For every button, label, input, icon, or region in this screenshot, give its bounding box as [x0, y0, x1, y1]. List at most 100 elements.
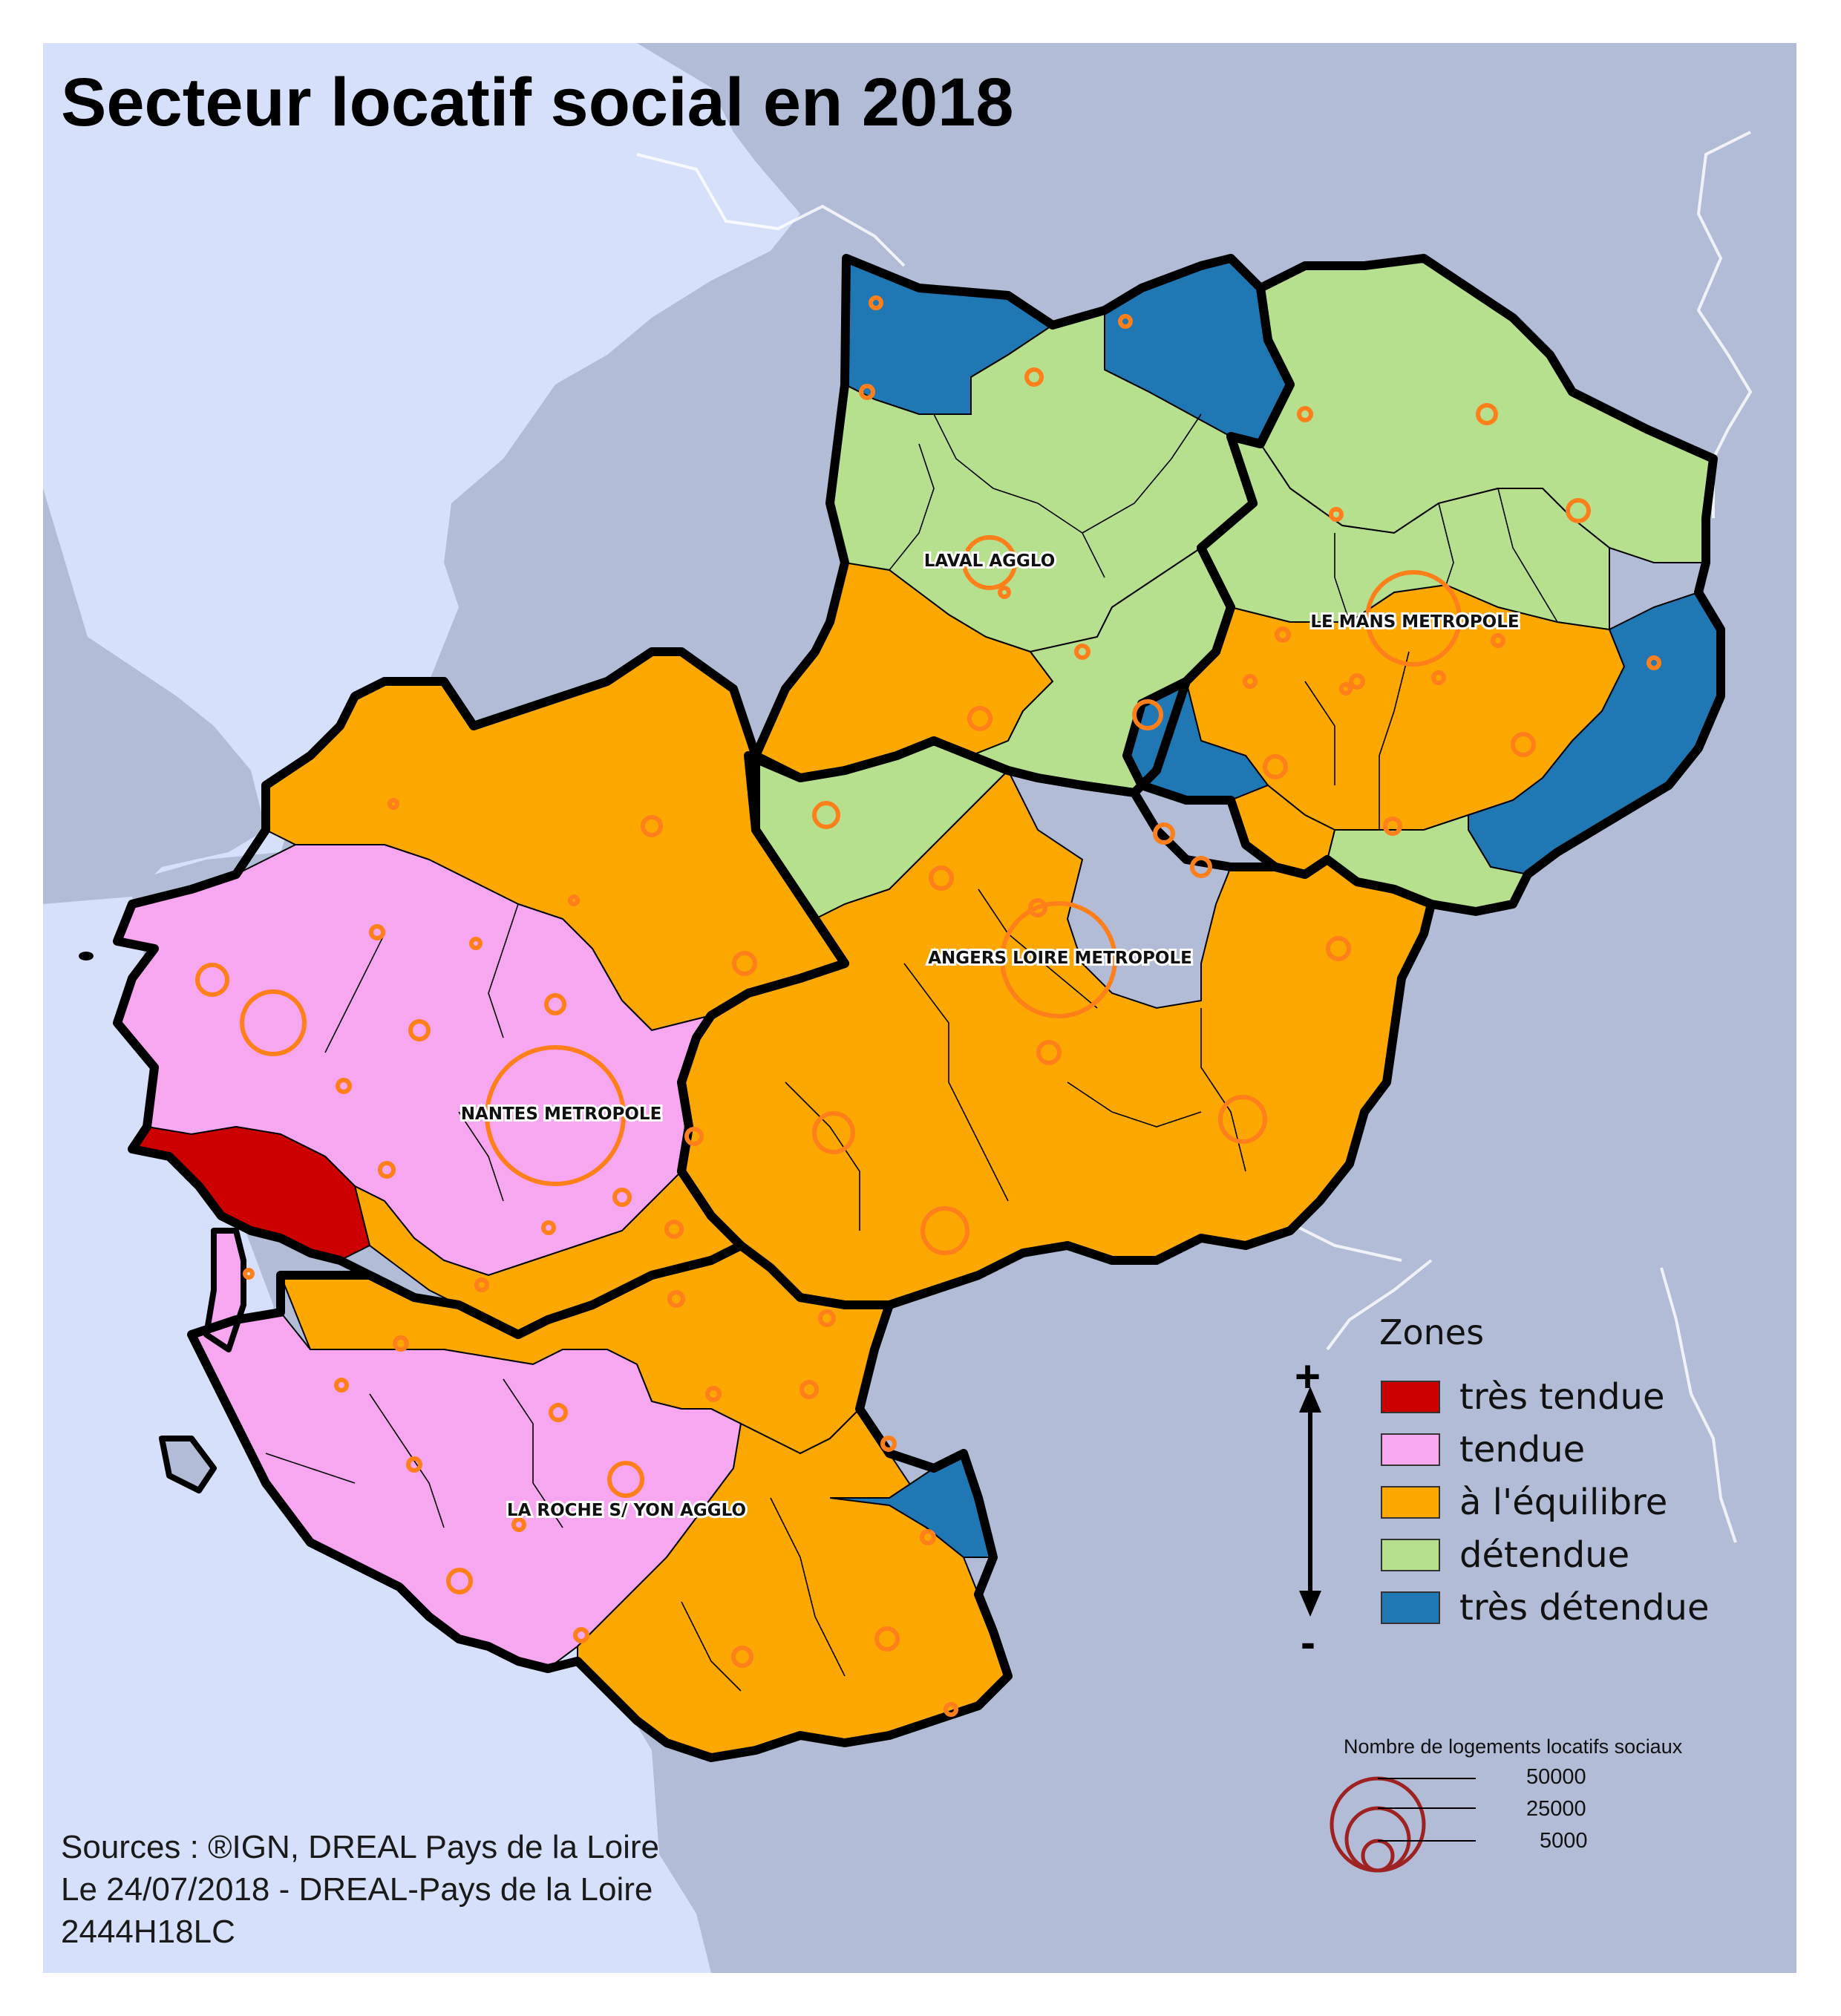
circle-c45 — [818, 1309, 836, 1327]
legend-label: tendue — [1459, 1429, 1586, 1470]
legend-scale-minus: - — [1301, 1617, 1315, 1667]
circle-c31 — [732, 951, 757, 976]
proportional-legend-title: Nombre de logements locatifs sociaux — [1344, 1735, 1683, 1758]
circle-c16 — [1566, 498, 1591, 523]
legend-item-tendue: tendue — [1381, 1429, 1586, 1470]
legend-label: à l'équilibre — [1459, 1482, 1668, 1523]
legend-label: détendue — [1459, 1534, 1630, 1576]
circle-c7 — [1263, 754, 1288, 779]
legend-swatch — [1381, 1381, 1440, 1413]
legend-item-equilibre: à l'équilibre — [1381, 1482, 1668, 1523]
circle-c11 — [1297, 406, 1313, 422]
department-borders — [113, 254, 1725, 1762]
circle-c13 — [859, 384, 875, 400]
legend-swatch — [1381, 1486, 1440, 1519]
source-line-2: Le 24/07/2018 - DREAL-Pays de la Loire — [61, 1871, 653, 1908]
legend-label: très détendue — [1459, 1587, 1710, 1629]
circle-c35 — [369, 924, 385, 940]
small-islet — [79, 952, 94, 960]
circle-c10 — [1476, 403, 1498, 425]
circle-c34 — [336, 1078, 352, 1094]
circle-c19 — [1275, 626, 1291, 643]
circle-c20 — [1349, 673, 1365, 690]
label-la-roche-sur-yon-agglo: LA ROCHE S/ YON AGGLO — [507, 1501, 746, 1520]
circle-c24 — [1431, 670, 1446, 685]
border-sarthe — [1122, 254, 1725, 916]
circle-c50 — [406, 1456, 422, 1473]
circle-c42 — [474, 1277, 489, 1292]
legend-item-tres-tendue: très tendue — [1381, 1376, 1665, 1418]
map: LAVAL AGGLO LE MANS METROPOLE ANGERS LOI… — [43, 43, 1796, 1973]
circle-nantes — [485, 1045, 626, 1186]
circle-c59 — [243, 1268, 255, 1280]
circle-c6 — [1132, 699, 1163, 730]
circle-c41 — [541, 1220, 556, 1235]
proportional-legend-circles — [1330, 1776, 1476, 1873]
source-line-1: Sources : ®IGN, DREAL Pays de la Loire — [61, 1829, 660, 1865]
circle-c52 — [880, 1436, 897, 1452]
circle-c44 — [393, 1335, 409, 1352]
circle-c22 — [1647, 655, 1661, 670]
circle-loire-south — [920, 1206, 969, 1255]
proportional-value-25000: 25000 — [1526, 1797, 1586, 1821]
circle-c5 — [967, 706, 993, 731]
circle-c17 — [1243, 674, 1258, 689]
label-le-mans-metropole: LE MANS METROPOLE — [1310, 612, 1519, 632]
circle-c4 — [1153, 822, 1175, 845]
border-yeu — [159, 1436, 217, 1493]
border-mayenne — [751, 254, 1295, 797]
municipalities-zones — [117, 258, 1721, 1759]
scale-arrow — [1299, 1387, 1321, 1617]
proportional-value-50000: 50000 — [1526, 1765, 1586, 1789]
label-laval-agglo: LAVAL AGGLO — [924, 552, 1056, 571]
circle-la-roche — [607, 1461, 644, 1498]
circle-c23 — [1339, 682, 1353, 696]
circle-c51 — [511, 1517, 526, 1532]
circle-c47 — [705, 1386, 722, 1402]
circle-c53 — [920, 1529, 936, 1545]
circle-c21 — [1491, 633, 1505, 648]
circle-c30 — [641, 815, 663, 837]
circle-c28 — [1326, 936, 1351, 961]
circle-c33 — [408, 1019, 431, 1041]
border-noirmoutier — [203, 1228, 246, 1352]
source-line-3: 2444H18LC — [61, 1914, 235, 1950]
circle-c48 — [549, 1403, 568, 1422]
circle-saint-nazaire-region — [240, 989, 307, 1056]
circle-c32 — [544, 993, 566, 1015]
circle-c1 — [1036, 1040, 1062, 1065]
circle-c60 — [388, 798, 399, 810]
circle-angers — [1000, 901, 1117, 1018]
legend-swatch — [1381, 1539, 1440, 1571]
circle-c58 — [944, 1702, 958, 1717]
page-title: Secteur locatif social en 2018 — [61, 65, 1014, 140]
legend-scale-plus: + — [1295, 1352, 1321, 1401]
proportional-value-5000: 5000 — [1540, 1829, 1588, 1853]
border-vendee — [187, 1241, 1013, 1762]
circle-saumur — [812, 1111, 855, 1154]
circle-c43 — [667, 1290, 685, 1308]
circle-c61 — [612, 1188, 632, 1207]
circle-c26 — [998, 586, 1011, 599]
circle-sablais — [195, 963, 229, 997]
circle-c15 — [1118, 314, 1133, 329]
brittany-coast — [43, 488, 266, 904]
circle-c55 — [573, 1627, 589, 1643]
legend-swatch — [1381, 1591, 1440, 1624]
circle-c36 — [469, 937, 483, 950]
label-angers-loire-metropole: ANGERS LOIRE METROPOLE — [928, 949, 1192, 968]
circle-cholet — [1218, 1095, 1267, 1144]
circle-c9 — [1383, 816, 1402, 836]
circle-c39 — [378, 1161, 396, 1179]
circle-c8 — [1511, 732, 1536, 757]
circle-c57 — [874, 1626, 900, 1652]
circle-le-mans — [1365, 570, 1462, 667]
circle-c38 — [684, 1127, 704, 1146]
circle-c27 — [1190, 856, 1212, 878]
legend-title: Zones — [1379, 1312, 1485, 1352]
sources: Sources : ®IGN, DREAL Pays de la Loire L… — [61, 1826, 659, 1953]
legend-item-detendue: détendue — [1381, 1534, 1630, 1576]
legend-item-tres-detendue: très détendue — [1381, 1587, 1710, 1629]
circle-c56 — [731, 1646, 753, 1668]
circle-c12 — [1024, 367, 1044, 387]
